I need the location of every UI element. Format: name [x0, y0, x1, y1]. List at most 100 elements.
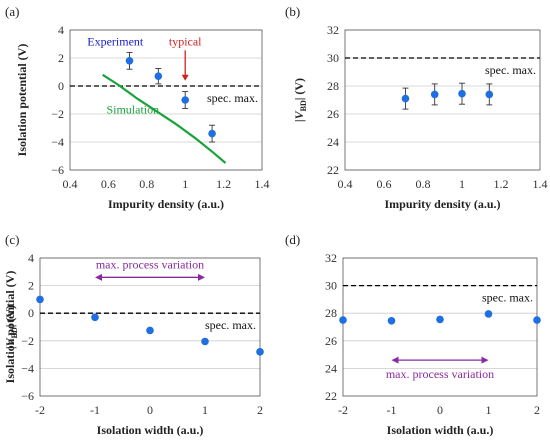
- y-axis-title: |VBD| (V): [292, 78, 308, 122]
- y-tick-label: −2: [51, 107, 64, 121]
- y-tick-label: 30: [327, 51, 339, 65]
- process-variation-arrow-head: [481, 356, 489, 364]
- y-axis-title: |VBD| (V): [3, 305, 19, 349]
- data-point: [484, 310, 493, 318]
- spec-max-label: spec. max.: [207, 91, 258, 105]
- legend-simulation: Simulation: [106, 102, 159, 116]
- y-axis-title: Isolation potential (V): [3, 271, 17, 384]
- chart-panel-a: (a) −6 −4 −2 0 2 4 0.4 0.6 0.8 1 1.2 1.4 Impurity den…: [5, 4, 270, 211]
- plot-frame: [69, 29, 263, 171]
- y-tick-label: 32: [327, 23, 339, 37]
- data-point: [401, 94, 410, 103]
- x-axis-title: Impurity density (a.u.): [384, 197, 500, 211]
- process-variation-label: max. process variation: [386, 367, 494, 381]
- data-point: [181, 96, 189, 104]
- y-tick-label: 0: [28, 306, 34, 320]
- y-tick-label: 32: [325, 251, 337, 265]
- process-variation-arrow-head: [391, 356, 399, 364]
- y-tick-label: −6: [21, 389, 34, 403]
- x-tick-label: 0: [147, 403, 153, 417]
- x-axis-title: Isolation width (a.u.): [97, 423, 204, 437]
- chart-panel-c: (c) −6 −4 −2 0 2 4 -2 -1 0 1 2 Isolation width (a.u.…: [3, 232, 264, 437]
- y-tick-label: 28: [327, 79, 339, 93]
- x-tick-label: 0.6: [377, 177, 392, 191]
- y-tick-label: 26: [327, 107, 339, 121]
- plot-frame: [342, 257, 538, 397]
- data-point: [208, 129, 216, 138]
- x-tick-label: 1.2: [494, 177, 509, 191]
- y-tick-label: −6: [51, 163, 64, 177]
- y-tick-label: 22: [327, 163, 339, 177]
- y-axis-title-sub: BD: [299, 100, 308, 111]
- data-point: [201, 337, 209, 346]
- process-variation-label: max. process variation: [96, 257, 204, 271]
- data-point: [339, 316, 347, 324]
- y-axis-title-prefix: |V: [292, 110, 306, 122]
- data-point: [154, 72, 163, 80]
- spec-max-label: spec. max.: [482, 291, 533, 305]
- plot-frame: [39, 257, 261, 397]
- data-point: [485, 90, 494, 99]
- y-axis-title-sub: BD: [10, 327, 19, 338]
- y-tick-label: −4: [51, 135, 64, 149]
- x-tick-label: -2: [35, 403, 45, 417]
- typical-label: typical: [169, 34, 202, 48]
- data-point: [533, 316, 541, 324]
- x-tick-label: 0.4: [338, 177, 353, 191]
- panel-label: (c): [5, 232, 19, 247]
- x-tick-label: -1: [90, 403, 100, 417]
- y-axis-title-suffix: | (V): [292, 78, 306, 100]
- x-tick-label: 1: [202, 403, 208, 417]
- x-tick-label: -1: [387, 403, 397, 417]
- process-variation-arrow-head: [95, 273, 102, 281]
- y-tick-label: 26: [325, 334, 337, 348]
- x-tick-label: 0.8: [139, 177, 154, 191]
- x-tick-label: 0.8: [416, 177, 431, 191]
- data-point: [458, 89, 466, 98]
- data-point: [146, 326, 154, 335]
- process-variation-arrow-head: [198, 273, 205, 281]
- x-tick-label: 1: [486, 403, 492, 417]
- y-axis-title-prefix: |V: [3, 337, 17, 349]
- data-point: [387, 316, 396, 325]
- x-tick-label: -2: [338, 403, 348, 417]
- y-tick-label: 4: [28, 251, 34, 265]
- data-point: [36, 295, 44, 304]
- y-tick-label: 24: [325, 361, 337, 375]
- data-point: [430, 90, 439, 99]
- typical-arrow-head: [181, 74, 189, 81]
- x-tick-label: 0.4: [63, 177, 78, 191]
- y-tick-label: −2: [21, 334, 34, 348]
- data-point: [91, 313, 99, 322]
- x-tick-label: 2: [534, 403, 540, 417]
- panel-label: (b): [285, 4, 300, 19]
- y-tick-label: −4: [21, 361, 34, 375]
- panel-label: (a): [5, 4, 19, 19]
- y-tick-label: 24: [327, 135, 339, 149]
- data-point: [125, 57, 134, 65]
- y-tick-label: 4: [58, 23, 64, 37]
- plot-frame: [344, 29, 541, 171]
- y-axis-title-suffix: | (V): [3, 305, 17, 327]
- simulation-line: [102, 73, 227, 164]
- x-tick-label: 1.4: [255, 177, 270, 191]
- y-tick-label: 0: [58, 79, 64, 93]
- y-tick-label: 22: [325, 389, 337, 403]
- y-tick-label: 2: [28, 279, 34, 293]
- x-axis-title: Impurity density (a.u.): [108, 197, 224, 211]
- data-point: [256, 348, 264, 356]
- panel-label: (d): [285, 232, 300, 247]
- y-tick-label: 2: [58, 51, 64, 65]
- x-tick-label: 1.2: [216, 177, 231, 191]
- data-point: [436, 315, 444, 324]
- y-axis-title: Isolation potential (V): [15, 44, 29, 157]
- x-tick-label: 2: [257, 403, 263, 417]
- x-tick-label: 0.6: [101, 177, 116, 191]
- legend-experiment: Experiment: [87, 34, 144, 48]
- y-tick-label: 28: [325, 306, 337, 320]
- y-tick-label: 30: [325, 279, 337, 293]
- chart-panel-b: (b) 22 24 26 28 30 32 0.4 0.6 0.8 1 1.2 1.4 Impurity …: [285, 4, 548, 211]
- spec-max-label: spec. max.: [485, 63, 536, 77]
